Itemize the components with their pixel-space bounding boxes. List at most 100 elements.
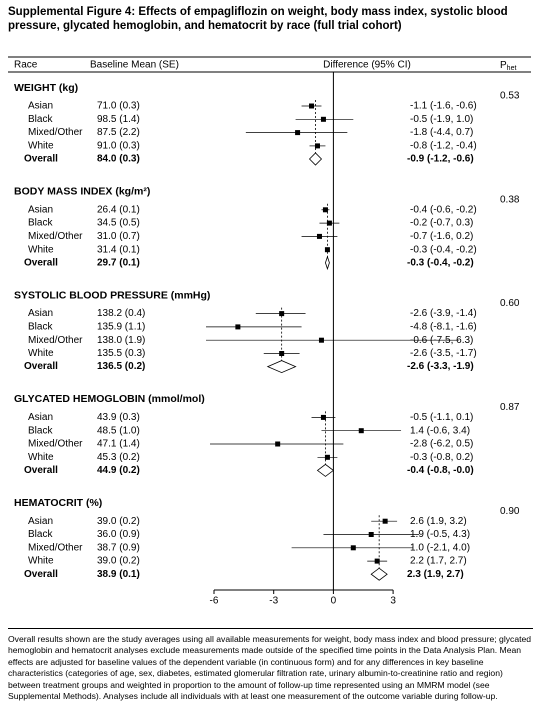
p-het: 0.38 (500, 194, 520, 205)
difference-label: -0.5 (-1.9, 1.0) (410, 114, 473, 125)
overall-diamond (308, 152, 323, 166)
p-subscript: het (507, 65, 517, 72)
race-label: Asian (28, 412, 53, 423)
estimate-marker (275, 441, 281, 447)
estimate-marker (320, 116, 326, 122)
baseline: 29.7 (0.1) (97, 257, 140, 268)
estimate-marker (320, 414, 326, 420)
difference-label: -2.6 (-3.3, -1.9) (407, 361, 474, 372)
race-label: White (28, 452, 54, 463)
difference-label: -0.2 (-0.7, 0.3) (410, 218, 473, 229)
race-label: Black (28, 425, 53, 436)
baseline: 136.5 (0.2) (97, 361, 145, 372)
race-label: Asian (28, 204, 53, 215)
difference-label: 1.9 (-0.5, 4.3) (410, 529, 470, 540)
baseline: 38.9 (0.1) (97, 569, 140, 580)
baseline: 34.5 (0.5) (97, 218, 140, 229)
estimate-marker (235, 324, 241, 330)
estimate-marker (374, 558, 380, 564)
race-label: Mixed/Other (28, 439, 83, 450)
race-label: Asian (28, 308, 53, 319)
group-label: WEIGHT (kg) (14, 82, 78, 94)
race-label: Overall (24, 569, 58, 580)
p-het: 0.60 (500, 298, 520, 309)
race-label: White (28, 556, 54, 567)
difference-label: 2.2 (1.7, 2.7) (410, 556, 467, 567)
overall-diamond (370, 567, 388, 581)
p-het: 0.53 (500, 91, 520, 102)
x-tick-label: 0 (331, 596, 337, 607)
footnote: Overall results shown are the study aver… (8, 634, 532, 702)
race-label: Mixed/Other (28, 335, 83, 346)
footnote-rule (8, 628, 533, 629)
baseline: 39.0 (0.2) (97, 556, 140, 567)
figure-title: Supplemental Figure 4: Effects of empagl… (8, 6, 508, 32)
estimate-marker (279, 351, 285, 356)
baseline: 38.7 (0.9) (97, 542, 140, 553)
baseline: 91.0 (0.3) (97, 141, 140, 152)
baseline: 135.9 (1.1) (97, 322, 145, 333)
baseline: 48.5 (1.0) (97, 425, 140, 436)
difference-label: -0.8 (-1.2, -0.4) (410, 141, 477, 152)
baseline: 135.5 (0.3) (97, 348, 145, 359)
baseline: 47.1 (1.4) (97, 439, 140, 450)
difference-label: -2.6 (-3.5, -1.7) (410, 348, 477, 359)
race-label: Overall (24, 257, 58, 268)
difference-label: -0.3 (-0.4, -0.2) (407, 257, 474, 268)
difference-label: 1.4 (-0.6, 3.4) (410, 425, 470, 436)
estimate-marker (368, 532, 374, 537)
race-label: Black (28, 218, 53, 229)
baseline: 84.0 (0.3) (97, 154, 140, 165)
estimate-marker (295, 130, 301, 136)
p-het: 0.90 (500, 506, 520, 517)
difference-label: -0.4 (-0.8, -0.0) (407, 465, 474, 476)
baseline: 26.4 (0.1) (97, 204, 140, 215)
overall-diamond (316, 463, 335, 477)
x-tick-label: -3 (269, 596, 278, 607)
baseline: 87.5 (2.2) (97, 127, 140, 138)
race-label: Overall (24, 154, 58, 165)
estimate-marker (279, 311, 285, 317)
baseline: 71.0 (0.3) (97, 101, 140, 112)
difference-label: 2.6 (1.9, 3.2) (410, 516, 467, 527)
column-header: Race (14, 60, 38, 71)
column-header: Baseline Mean (SE) (90, 60, 179, 71)
group-label: GLYCATED HEMOGLOBIN (mmol/mol) (14, 393, 205, 405)
estimate-marker (316, 233, 322, 239)
baseline: 138.0 (1.9) (97, 335, 145, 346)
p-het: 0.87 (500, 402, 520, 413)
race-label: Mixed/Other (28, 231, 83, 242)
difference-label: -0.3 (-0.8, 0.2) (410, 452, 473, 463)
group-label: SYSTOLIC BLOOD PRESSURE (mmHg) (14, 289, 210, 301)
baseline: 39.0 (0.2) (97, 516, 140, 527)
baseline: 44.9 (0.2) (97, 465, 140, 476)
race-label: Asian (28, 101, 53, 112)
difference-label: -1.1 (-1.6, -0.6) (410, 101, 477, 112)
race-label: Asian (28, 516, 53, 527)
difference-label: -0.5 (-1.1, 0.1) (410, 412, 473, 423)
difference-label: -0.7 (-1.6, 0.2) (410, 231, 473, 242)
difference-label: -4.8 (-8.1, -1.6) (410, 322, 477, 333)
baseline: 31.4 (0.1) (97, 244, 140, 255)
p-label: P (500, 60, 507, 71)
race-label: White (28, 348, 54, 359)
difference-label: -0.3 (-0.4, -0.2) (410, 244, 477, 255)
column-header: Phet (500, 60, 516, 72)
race-label: Mixed/Other (28, 542, 83, 553)
race-label: Black (28, 322, 53, 333)
x-tick-label: -6 (210, 596, 219, 607)
estimate-marker (382, 518, 388, 524)
race-label: White (28, 141, 54, 152)
difference-label: 1.0 (-2.1, 4.0) (410, 542, 470, 553)
difference-label: -0.4 (-0.6, -0.2) (410, 204, 477, 215)
race-label: White (28, 244, 54, 255)
difference-label: -0.6 (-7.5, 6.3) (410, 335, 473, 346)
race-label: Black (28, 529, 53, 540)
x-tick-label: 3 (390, 596, 396, 607)
plot-area (206, 100, 459, 581)
baseline: 138.2 (0.4) (97, 308, 145, 319)
race-label: Mixed/Other (28, 127, 83, 138)
estimate-marker (358, 428, 364, 434)
difference-label: 2.3 (1.9, 2.7) (407, 569, 464, 580)
